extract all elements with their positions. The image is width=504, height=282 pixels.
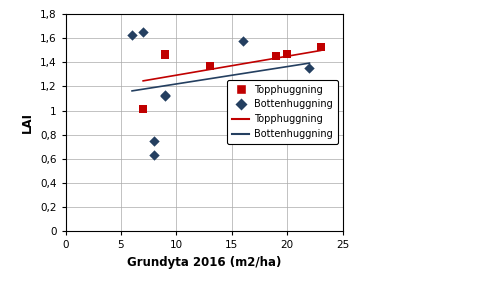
Point	[161, 94, 169, 98]
Point	[283, 52, 291, 56]
Point	[139, 30, 147, 34]
X-axis label: Grundyta 2016 (m2/ha): Grundyta 2016 (m2/ha)	[127, 256, 281, 269]
Point	[150, 153, 158, 157]
Point	[161, 52, 169, 56]
Y-axis label: LAI: LAI	[21, 112, 34, 133]
Point	[206, 64, 214, 68]
Point	[161, 53, 169, 57]
Point	[317, 45, 325, 49]
Point	[272, 54, 280, 59]
Point	[128, 32, 136, 37]
Point	[139, 107, 147, 112]
Point	[305, 66, 313, 71]
Legend: Topphuggning, Bottenhuggning, Topphuggning, Bottenhuggning: Topphuggning, Bottenhuggning, Topphuggni…	[227, 80, 338, 144]
Point	[228, 91, 236, 96]
Point	[161, 93, 169, 97]
Point	[239, 38, 247, 43]
Point	[150, 138, 158, 143]
